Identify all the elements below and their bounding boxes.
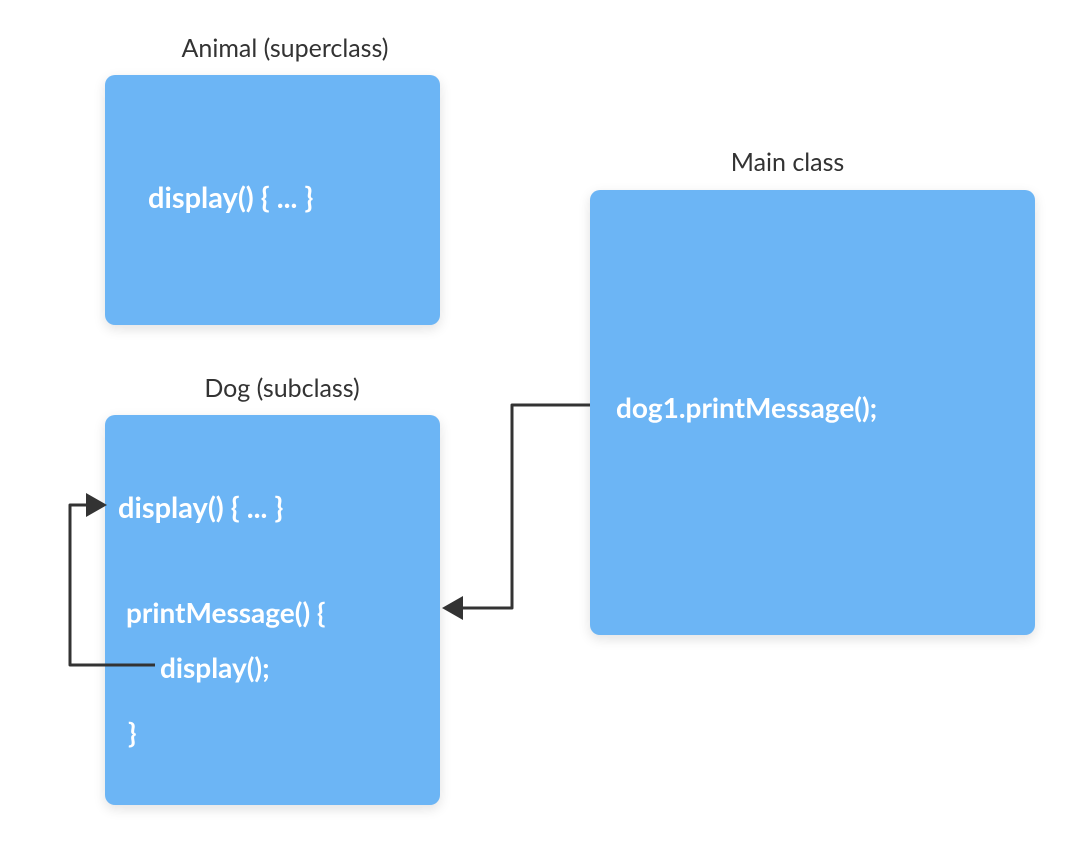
- main-call-text: dog1.printMessage();: [616, 390, 877, 424]
- dog-printmessage-text: printMessage() {: [126, 595, 326, 629]
- inheritance-diagram: Animal (superclass) display() { ... } Do…: [0, 0, 1084, 848]
- dog-closebrace-text: }: [128, 715, 137, 749]
- main-label: Main class: [720, 147, 855, 177]
- animal-label: Animal (superclass): [165, 33, 405, 63]
- animal-display-text: display() { ... }: [148, 180, 313, 215]
- edge-main-to-printmessage: [445, 405, 590, 608]
- dog-displaycall-text: display();: [160, 650, 270, 684]
- dog-label: Dog (subclass): [192, 373, 372, 403]
- dog-display-text: display() { ... }: [118, 490, 283, 525]
